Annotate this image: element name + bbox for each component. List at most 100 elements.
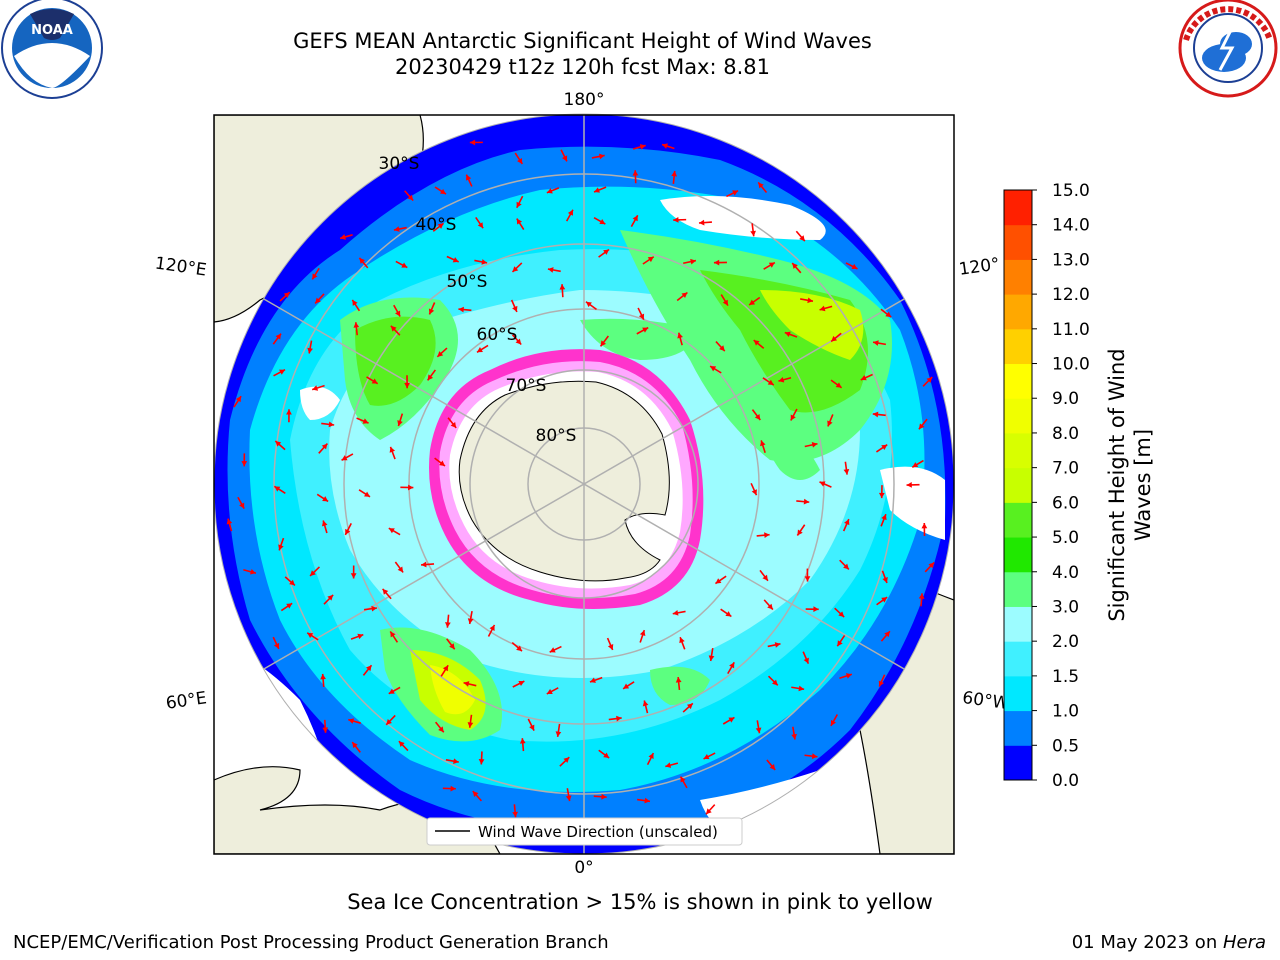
wave-direction-arrow: [683, 258, 697, 265]
sea-ice-note: Sea Ice Concentration > 15% is shown in …: [347, 890, 933, 914]
lat-label-70s: 70°S: [506, 376, 547, 396]
wave-direction-arrow: [432, 222, 445, 232]
map-legend: Wind Wave Direction (unscaled): [426, 817, 743, 846]
wave-direction-arrow: [924, 561, 935, 573]
wave-direction-arrow: [465, 174, 473, 187]
wave-direction-arrow: [675, 676, 682, 691]
wave-direction-arrow: [830, 332, 842, 343]
wave-direction-arrow: [428, 302, 436, 315]
wave-direction-arrow: [727, 661, 735, 675]
wave-direction-arrow: [790, 408, 798, 421]
wave-direction-arrow: [791, 685, 805, 692]
wave-direction-arrow: [344, 522, 352, 536]
wave-direction-arrow: [404, 375, 410, 389]
wave-direction-arrow: [593, 793, 607, 800]
wave-direction-arrow: [272, 636, 280, 650]
wave-direction-arrow: [839, 673, 853, 680]
colorbar-tick-label: 12.0: [1052, 285, 1090, 305]
wave-direction-arrow: [834, 607, 845, 618]
wave-direction-arrow: [673, 217, 687, 223]
colorbar-segment: [1004, 398, 1032, 434]
wave-direction-arrow: [878, 485, 885, 499]
wave-direction-arrow: [880, 513, 887, 527]
lon-label-180: 180°: [564, 90, 605, 110]
wave-direction-arrow: [671, 170, 678, 184]
wave-direction-arrow: [549, 645, 562, 653]
wave-direction-arrow: [565, 209, 574, 222]
colorbar-segment: [1004, 571, 1032, 607]
wave-direction-arrow: [555, 723, 562, 738]
wave-direction-arrow: [642, 256, 655, 265]
wave-direction-arrow: [767, 675, 779, 686]
lon-label-60e: 60°E: [165, 688, 208, 713]
wave-direction-arrow: [475, 216, 484, 229]
wave-direction-arrow: [446, 638, 456, 650]
wave-direction-arrow: [830, 379, 843, 389]
legend-label: Wind Wave Direction (unscaled): [478, 823, 718, 841]
wave-direction-arrow: [478, 751, 485, 765]
lon-label-60w: 60°W: [961, 688, 1010, 714]
wave-direction-arrow: [705, 804, 716, 815]
wave-direction-arrow: [467, 714, 474, 728]
wave-direction-arrow: [284, 576, 296, 587]
colorbar-tick-label: 1.0: [1052, 702, 1079, 722]
wave-direction-arrow: [726, 189, 739, 198]
wave-direction-arrow: [472, 790, 482, 802]
wave-direction-arrow: [511, 262, 523, 273]
wave-direction-arrow: [322, 719, 329, 733]
colorbar-segment: [1004, 710, 1032, 746]
wave-direction-arrow: [755, 720, 762, 734]
wave-direction-arrow: [918, 418, 928, 430]
wave-direction-arrow: [320, 673, 326, 687]
wave-direction-arrow: [796, 524, 806, 536]
wave-direction-arrow: [804, 442, 818, 448]
wave-direction-arrow: [385, 714, 396, 726]
wave-direction-arrow: [351, 299, 361, 312]
colorbar-segment: [1004, 259, 1032, 295]
wave-direction-arrow: [388, 686, 401, 695]
chart-title: GEFS MEAN Antarctic Significant Height o…: [293, 29, 872, 53]
wave-direction-arrow: [642, 700, 649, 714]
wave-direction-arrow: [759, 569, 769, 582]
wave-direction-arrow: [476, 344, 489, 353]
wave-direction-arrow: [679, 776, 688, 789]
colorbar-label-line1: Significant Height of Wind: [1105, 348, 1129, 621]
wave-direction-arrow: [720, 608, 732, 618]
wave-direction-arrow: [682, 702, 694, 713]
wave-direction-arrow: [639, 629, 646, 643]
wave-direction-arrow: [598, 248, 610, 258]
wave-direction-arrow: [350, 633, 364, 640]
wave-direction-arrow: [622, 681, 635, 690]
wave-direction-arrow: [527, 718, 535, 731]
wave-direction-arrow: [762, 377, 775, 386]
colorbar-tick-label: 10.0: [1052, 355, 1090, 375]
wave-direction-arrow: [226, 518, 233, 532]
wave-direction-arrow: [804, 753, 818, 760]
wave-direction-arrow: [279, 291, 291, 302]
wave-direction-arrow: [860, 373, 873, 381]
footer-right: 01 May 2023 on Hera: [1072, 932, 1266, 953]
lat-label-50s: 50°S: [447, 272, 488, 292]
wave-direction-arrow: [353, 322, 360, 336]
wave-direction-arrow: [273, 485, 286, 494]
wave-direction-arrow: [233, 395, 242, 408]
wave-direction-arrow: [677, 332, 683, 346]
wave-direction-arrow: [830, 714, 839, 727]
colorbar-segment: [1004, 745, 1032, 781]
wave-direction-arrow: [878, 674, 886, 687]
wave-direction-arrow: [546, 687, 559, 695]
wave-direction-arrow: [753, 339, 765, 349]
footer-host: Hera: [1222, 932, 1266, 953]
wave-direction-arrow: [446, 255, 460, 263]
wave-direction-arrow: [637, 797, 651, 804]
chart-subtitle: 20230429 t12z 120h fcst Max: 8.81: [395, 55, 770, 79]
wave-direction-arrow: [351, 741, 361, 753]
lon-label-120e: 120°E: [154, 254, 208, 281]
wave-direction-arrow: [591, 153, 605, 160]
wave-direction-arrow: [698, 219, 712, 226]
wave-direction-arrow: [358, 489, 371, 498]
wave-direction-arrow: [632, 144, 646, 150]
wave-direction-arrow: [463, 681, 477, 687]
wave-direction-arrow: [420, 561, 435, 568]
